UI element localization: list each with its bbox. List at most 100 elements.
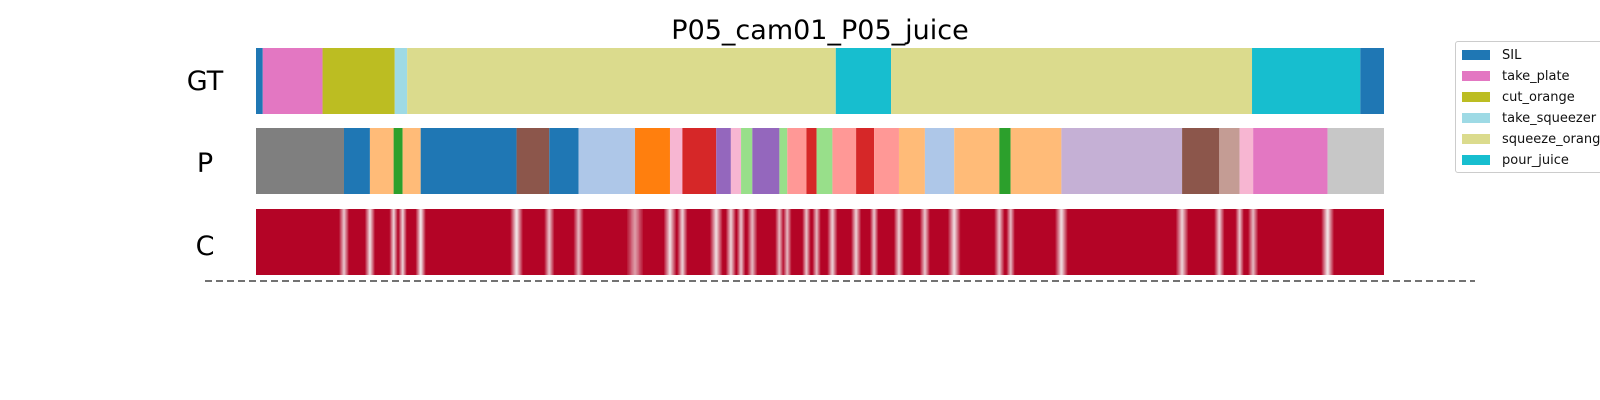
segment-p-8 — [578, 128, 636, 194]
segment-p-18 — [806, 128, 817, 194]
segment-p-6 — [516, 128, 550, 194]
legend: SIL take_plate cut_orange take_squeezer … — [1455, 41, 1600, 173]
confidence-dip-1-band-1 — [369, 209, 371, 275]
segment-p-3 — [393, 128, 403, 194]
legend-label-pour-juice: pour_juice — [1502, 152, 1569, 168]
confidence-dip-20-band-1 — [855, 209, 857, 275]
legend-label-cut-orange: cut_orange — [1502, 89, 1575, 105]
confidence-dip-6-band-1 — [548, 209, 551, 275]
segment-p-26 — [999, 128, 1011, 194]
segment-p-16 — [779, 128, 788, 194]
segment-p-5 — [420, 128, 517, 194]
confidence-dip-26-band-1 — [1009, 209, 1012, 275]
segment-p-4 — [402, 128, 421, 194]
legend-swatch-cut-orange — [1462, 92, 1490, 102]
row-gt — [256, 48, 1384, 114]
legend-label-squeeze-orange: squeeze_orange — [1502, 131, 1600, 147]
confidence-dip-24-band-1 — [953, 209, 956, 275]
confidence-dip-31-band-1 — [1252, 209, 1254, 275]
segment-gt-5 — [835, 48, 892, 114]
confidence-dip-9-band-1 — [668, 209, 671, 275]
segment-p-15 — [752, 128, 780, 194]
segment-p-13 — [730, 128, 742, 194]
legend-swatch-take-squeezer — [1462, 113, 1490, 123]
segment-p-14 — [741, 128, 753, 194]
confidence-dip-2-band-1 — [392, 209, 395, 275]
legend-item-take-plate: take_plate — [1462, 67, 1570, 85]
confidence-dip-11-band-1 — [715, 209, 718, 275]
segment-p-24 — [924, 128, 955, 194]
segment-gt-6 — [891, 48, 1253, 114]
confidence-dip-21-band-1 — [873, 209, 875, 275]
confidence-dip-3-band-1 — [401, 209, 404, 275]
segment-p-20 — [832, 128, 857, 194]
legend-item-squeeze-orange: squeeze_orange — [1462, 130, 1600, 148]
segment-p-30 — [1219, 128, 1240, 194]
segment-p-21 — [856, 128, 875, 194]
confidence-dip-22-band-1 — [898, 209, 900, 275]
segment-gt-8 — [1360, 48, 1384, 114]
confidence-dip-28-band-1 — [1181, 209, 1184, 275]
confidence-dip-14-band-1 — [751, 209, 754, 275]
row-label-p: P — [197, 148, 213, 179]
confidence-dip-17-band-1 — [805, 209, 808, 275]
confidence-dip-4-band-1 — [419, 209, 422, 275]
segment-gt-3 — [394, 48, 408, 114]
segment-p-23 — [898, 128, 925, 194]
legend-swatch-pour-juice — [1462, 155, 1490, 165]
confidence-dip-27-band-1 — [1060, 209, 1063, 275]
row-label-c: C — [196, 231, 215, 262]
legend-label-take-squeezer: take_squeezer — [1502, 110, 1597, 126]
segment-p-32 — [1253, 128, 1328, 194]
legend-swatch-sil — [1462, 50, 1490, 60]
legend-item-take-squeezer: take_squeezer — [1462, 109, 1596, 127]
legend-label-sil: SIL — [1502, 47, 1522, 63]
segment-p-2 — [369, 128, 394, 194]
segment-p-12 — [716, 128, 731, 194]
confidence-dip-12-band-1 — [730, 209, 732, 275]
segment-p-22 — [874, 128, 899, 194]
legend-item-pour-juice: pour_juice — [1462, 151, 1569, 169]
segment-p-33 — [1327, 128, 1384, 194]
segment-gt-0 — [256, 48, 263, 114]
segment-p-10 — [669, 128, 683, 194]
segment-p-31 — [1239, 128, 1254, 194]
segment-p-28 — [1061, 128, 1183, 194]
confidence-dip-29-band-1 — [1218, 209, 1221, 275]
segment-gt-1 — [262, 48, 323, 114]
segment-p-1 — [343, 128, 370, 194]
legend-swatch-take-plate — [1462, 71, 1490, 81]
confidence-dip-19-band-1 — [831, 209, 834, 275]
row-label-gt: GT — [187, 66, 224, 97]
confidence-dip-25-band-1 — [998, 209, 1001, 275]
segment-p-11 — [682, 128, 717, 194]
legend-item-sil: SIL — [1462, 46, 1521, 64]
row-c — [256, 209, 1384, 275]
segment-gt-2 — [322, 48, 395, 114]
confidence-dip-30-band-1 — [1238, 209, 1241, 275]
segment-gt-7 — [1252, 48, 1361, 114]
segment-gt-4 — [407, 48, 836, 114]
segment-p-19 — [816, 128, 833, 194]
confidence-dip-0-band-1 — [343, 209, 345, 275]
confidence-dip-23-band-1 — [924, 209, 926, 275]
confidence-dip-16-band-1 — [786, 209, 788, 275]
confidence-dip-8-band-1 — [633, 209, 637, 275]
chart-title: P05_cam01_P05_juice — [671, 15, 968, 46]
segment-p-29 — [1182, 128, 1220, 194]
legend-label-take-plate: take_plate — [1502, 68, 1570, 84]
segment-p-7 — [549, 128, 579, 194]
confidence-dip-32-band-1 — [1326, 209, 1329, 275]
confidence-dip-15-band-1 — [778, 209, 781, 275]
segment-p-17 — [787, 128, 807, 194]
confidence-dip-10-band-1 — [681, 209, 684, 275]
confidence-dip-13-band-1 — [740, 209, 742, 275]
segment-p-25 — [954, 128, 1000, 194]
confidence-dip-5-band-1 — [515, 209, 518, 275]
segment-p-27 — [1010, 128, 1062, 194]
row-p — [256, 128, 1384, 194]
confidence-dip-18-band-1 — [815, 209, 818, 275]
segment-p-0 — [256, 128, 344, 194]
legend-swatch-squeeze-orange — [1462, 134, 1490, 144]
